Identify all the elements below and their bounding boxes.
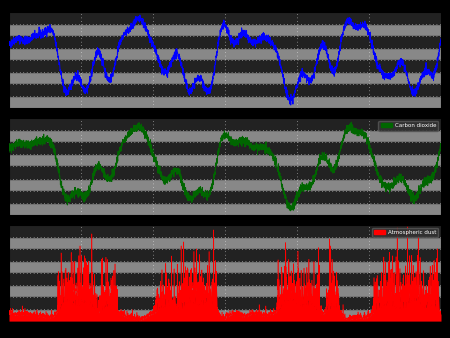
Bar (9, 36, 441, 48)
Bar (9, 249, 441, 261)
Bar (9, 225, 441, 237)
Bar (9, 167, 441, 178)
Legend: Atmospheric dust: Atmospheric dust (372, 227, 438, 237)
Bar (9, 118, 441, 130)
Bar (9, 12, 441, 24)
Legend: Carbon dioxide: Carbon dioxide (378, 121, 438, 130)
Bar (9, 273, 441, 285)
Bar (9, 60, 441, 72)
Bar (9, 142, 441, 154)
Bar (9, 297, 441, 309)
Bar (9, 84, 441, 96)
Bar (9, 191, 441, 202)
